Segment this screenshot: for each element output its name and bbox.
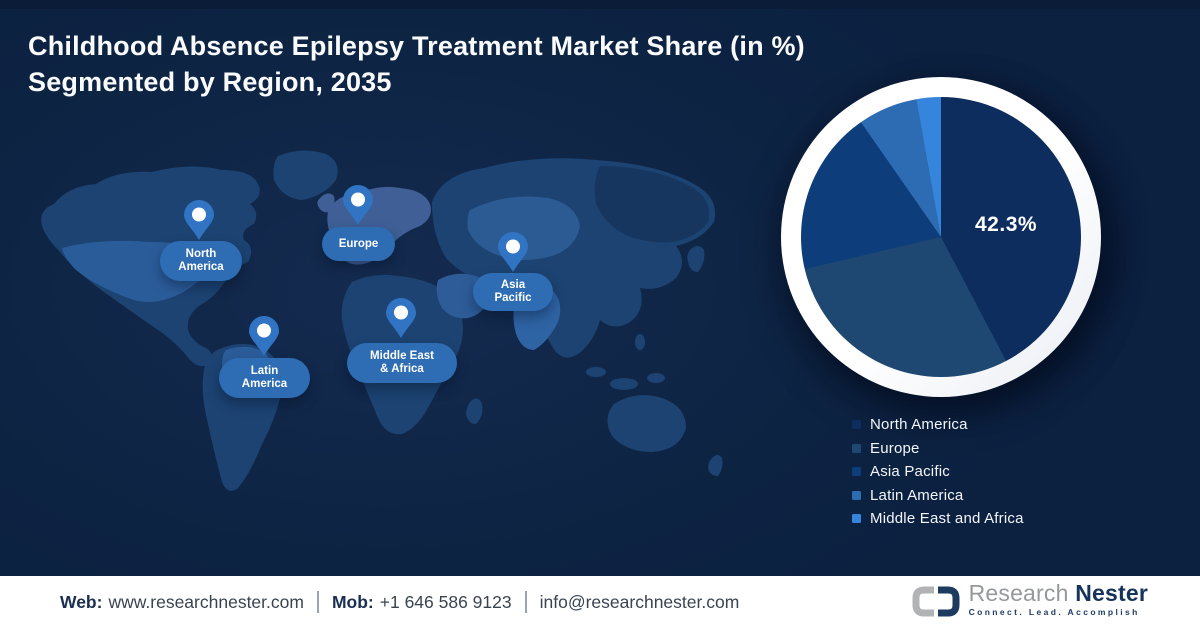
legend-item-north-america: North America [852,413,1024,437]
location-pin-icon [343,185,373,225]
map-label-line1: Asia [500,279,526,291]
location-pin-icon [249,316,279,356]
legend-item-europe: Europe [852,437,1024,461]
chain-links-logo-icon [912,586,960,617]
map-pin-asia-pacific [498,232,528,272]
island-borneo [610,378,638,390]
map-label-europe: Europe [322,227,395,261]
location-pin-icon [386,298,416,338]
region-united-kingdom [317,193,335,213]
island-new-guinea [647,373,665,383]
map-label-line1: Middle East [370,350,434,362]
map-label-line2: America [241,378,288,390]
map-label-asia-pacific: Asia Pacific [473,273,553,311]
footer-divider [524,591,527,613]
map-label-line1: Europe [338,237,379,250]
region-east-asia [594,166,710,243]
legend-item-latin-america: Latin America [852,484,1024,508]
legend-marker [852,490,861,500]
page-title-line2: Segmented by Region, 2035 [28,67,392,97]
location-pin-icon [184,200,214,240]
legend-marker [852,467,861,477]
map-label-line1: Latin [250,365,279,377]
page-title-line1: Childhood Absence Epilepsy Treatment Mar… [28,31,805,61]
logo-name: Research Nester [969,581,1148,605]
legend-label: Middle East and Africa [870,510,1024,528]
legend-marker [852,514,861,524]
logo-tagline: Connect. Lead. Accomplish [968,607,1140,617]
pie-value-label: 42.3% [975,213,1038,236]
web-label: Web: [60,591,103,612]
top-edge-strip [0,0,1200,9]
research-nester-logo: Research Nester Connect. Lead. Accomplis… [909,581,1148,621]
island-philippines [635,334,645,350]
email-link[interactable]: info@researchnester.com [539,591,740,612]
chart-legend: North America Europe Asia Pacific Latin … [852,413,1024,531]
island-japan [687,246,705,272]
legend-label: North America [870,416,968,434]
island-madagascar [466,398,483,424]
map-label-line2: Pacific [494,292,532,304]
island-sumatra [586,367,606,377]
world-map [40,140,730,500]
island-greenland [273,150,338,200]
logo-text: Research Nester Connect. Lead. Accomplis… [969,581,1148,617]
map-label-north-america: North America [160,241,242,281]
legend-item-middle-east-africa: Middle East and Africa [852,507,1024,531]
map-label-middle-east-africa: Middle East & Africa [347,343,457,383]
legend-marker [852,420,861,430]
legend-marker [852,443,861,453]
map-label-line1: North [185,248,217,260]
legend-label: Latin America [870,486,964,504]
legend-item-asia-pacific: Asia Pacific [852,460,1024,484]
map-label-latin-america: Latin America [219,358,310,398]
map-label-line2: & Africa [380,363,424,375]
footer-divider [316,591,319,613]
region-central-asia [467,196,580,260]
island-new-zealand [708,455,723,476]
map-pin-latin-america [249,316,279,356]
page-title: Childhood Absence Epilepsy Treatment Mar… [28,28,978,100]
location-pin-icon [498,232,528,272]
world-map-svg [41,150,723,491]
footer-contact: Web: www.researchnester.com Mob: +1 646 … [60,591,739,613]
website-link[interactable]: www.researchnester.com [108,591,304,612]
map-pin-north-america [184,200,214,240]
legend-label: Asia Pacific [870,463,950,481]
legend-label: Europe [870,439,920,457]
pie-chart [801,97,1081,377]
continent-australia [607,395,686,452]
footer-bar: Web: www.researchnester.com Mob: +1 646 … [0,576,1200,628]
map-label-line2: America [178,261,224,273]
logo-name-nester: Nester [1075,580,1148,606]
map-pin-europe [343,185,373,225]
phone-link[interactable]: +1 646 586 9123 [379,591,512,612]
mob-label: Mob: [331,591,374,612]
map-pin-middle-east-africa [386,298,416,338]
logo-name-research: Research [968,580,1069,606]
